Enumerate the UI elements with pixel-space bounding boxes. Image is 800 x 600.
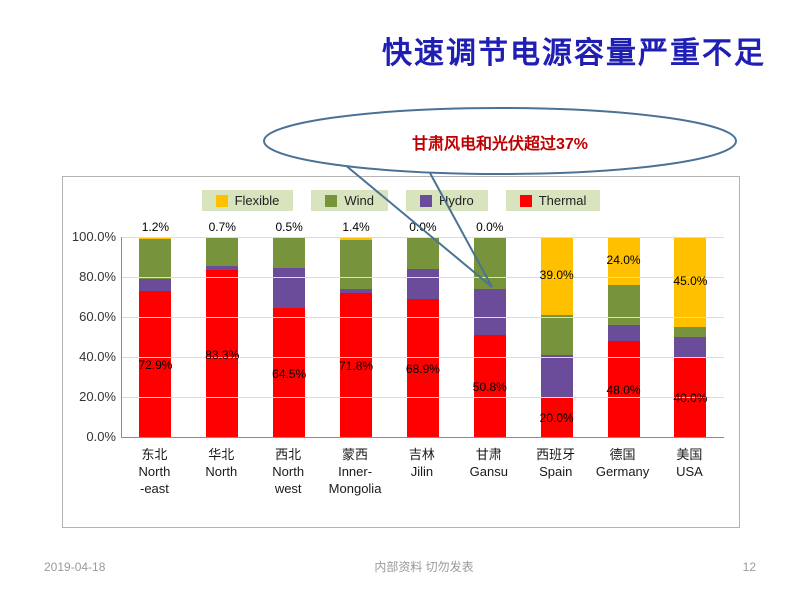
bar-segment-flexible <box>139 237 172 240</box>
bar-segment-wind <box>540 315 573 355</box>
x-axis-label: 德国 Germany <box>595 447 650 479</box>
flexible-value-label: 24.0% <box>606 253 641 267</box>
y-axis-tick: 20.0% <box>79 389 116 404</box>
bar-segment-thermal <box>273 308 306 437</box>
y-axis-tick: 100.0% <box>71 229 116 244</box>
x-axis-label: 西班牙 Spain <box>536 447 576 479</box>
bar-segment-thermal <box>406 299 439 437</box>
bar-segment-thermal <box>473 335 506 437</box>
flexible-value-label: 0.5% <box>275 220 303 234</box>
thermal-value-label: 48.0% <box>606 383 641 397</box>
thermal-value-label: 64.5% <box>272 366 307 381</box>
bar-segment-wind <box>139 239 172 280</box>
bar-segment-hydro <box>206 266 239 271</box>
bar-segment-hydro <box>273 268 306 308</box>
legend-item-hydro: Hydro <box>406 190 488 211</box>
chart-legend: Flexible Wind Hydro Thermal <box>63 190 739 211</box>
legend-item-wind: Wind <box>311 190 389 211</box>
bar-column-inner--mongolia: 71.8% 1.4% <box>339 220 373 437</box>
flexible-value-label: 0.7% <box>208 220 236 234</box>
bar-column-germany: 48.0% 24.0% <box>607 237 641 437</box>
bar-segment-wind <box>674 327 707 337</box>
hydro-swatch-icon <box>420 194 433 207</box>
thermal-swatch-icon <box>519 194 532 207</box>
thermal-value-label: 72.9% <box>138 358 173 373</box>
legend-item-thermal: Thermal <box>505 190 601 211</box>
thermal-value-label: 71.8% <box>339 359 374 374</box>
bar-column-north: 83.3% 0.7% <box>205 220 239 437</box>
bar-segment-wind <box>206 238 239 267</box>
footer-date: 2019-04-18 <box>44 559 106 574</box>
bar-segment-hydro <box>607 325 640 341</box>
bar-segment-thermal <box>540 397 573 437</box>
bar-column-jilin: 68.9% 0.0% <box>406 220 440 437</box>
bar-segment-wind <box>406 237 439 270</box>
y-axis-tick: 40.0% <box>79 349 116 364</box>
callout-text: 甘肃风电和光伏超过37% <box>411 136 589 153</box>
legend-label-wind: Wind <box>344 193 375 208</box>
bar-segment-flexible <box>540 237 573 315</box>
bar-segment-hydro <box>340 289 373 294</box>
bars-container: 72.9% 1.2% 83.3% 0.7% 64.5% 0.5% 71.8% 1.4% 68.9… <box>122 220 724 437</box>
x-axis-label: 东北 North -east <box>138 447 171 496</box>
flexible-swatch-icon <box>215 194 228 207</box>
footer-page-number: 12 <box>742 559 756 574</box>
gridline <box>122 237 724 238</box>
flexible-value-label: 1.4% <box>342 220 370 234</box>
bar-segment-hydro <box>674 337 707 357</box>
gridline <box>122 357 724 358</box>
y-axis-tick: 80.0% <box>79 269 116 284</box>
plot-area: 72.9% 1.2% 83.3% 0.7% 64.5% 0.5% 71.8% 1.4% 68.9… <box>72 220 724 444</box>
slide-title: 快速调节电源容量严重不足 <box>382 37 766 70</box>
flexible-value-label: 1.2% <box>141 220 170 234</box>
thermal-value-label: 68.9% <box>405 362 440 377</box>
bar-segment-thermal <box>139 291 172 437</box>
bar-segment-hydro <box>473 289 506 336</box>
bar-column-gansu: 50.8% 0.0% <box>473 220 507 437</box>
wind-swatch-icon <box>325 194 338 207</box>
bar-segment-hydro <box>406 269 439 300</box>
bar-column-usa: 40.0% 45.0% <box>673 237 707 437</box>
flexible-value-label: 0.0% <box>409 220 437 234</box>
gridline <box>122 397 724 398</box>
x-axis-label: 蒙西 Inner- Mongolia <box>328 447 382 496</box>
bar-segment-wind <box>473 237 506 289</box>
y-axis-tick: 0.0% <box>86 429 116 444</box>
x-axis-label: 西北 North west <box>272 447 305 496</box>
x-axis-label: 甘肃 Gansu <box>469 447 508 479</box>
bar-segment-thermal <box>206 270 239 437</box>
x-axis-labels: 东北 North -east 华北 North 西北 North west 蒙西 In… <box>121 447 723 498</box>
thermal-value-label: 40.0% <box>673 391 708 405</box>
gridline <box>122 317 724 318</box>
legend-label-hydro: Hydro <box>439 193 474 208</box>
x-axis-label: 吉林 Jilin <box>408 447 435 479</box>
thermal-value-label: 83.3% <box>205 347 240 362</box>
bar-segment-hydro <box>139 279 172 292</box>
x-axis-label: 美国 USA <box>676 447 703 479</box>
bar-segment-wind <box>607 285 640 325</box>
flexible-value-label: 45.0% <box>673 274 708 288</box>
legend-label-flexible: Flexible <box>234 193 280 208</box>
x-axis-label: 华北 North <box>205 447 238 479</box>
bar-segment-wind <box>340 239 373 290</box>
bar-segment-flexible <box>674 237 707 327</box>
legend-label-thermal: Thermal <box>538 193 587 208</box>
footer-center-text: 内部资料 切勿发表 <box>374 560 474 574</box>
thermal-value-label: 20.0% <box>539 411 574 425</box>
y-axis-tick: 60.0% <box>79 309 116 324</box>
thermal-value-label: 50.8% <box>472 380 507 395</box>
gridline <box>122 277 724 278</box>
bar-segment-wind <box>273 238 306 268</box>
flexible-value-label: 39.0% <box>539 268 574 282</box>
flexible-value-label: 0.0% <box>476 220 504 234</box>
bar-column-spain: 20.0% 39.0% <box>540 237 574 437</box>
chart: Flexible Wind Hydro Thermal 72.9% 1.2% 83.3% 0… <box>62 176 740 528</box>
bar-segment-hydro <box>540 355 573 397</box>
legend-item-flexible: Flexible <box>201 190 294 211</box>
bar-column-north--east: 72.9% 1.2% <box>138 220 172 437</box>
footer: 2019-04-18 内部资料 切勿发表 12 <box>0 558 800 575</box>
bar-column-north-west: 64.5% 0.5% <box>272 220 306 437</box>
